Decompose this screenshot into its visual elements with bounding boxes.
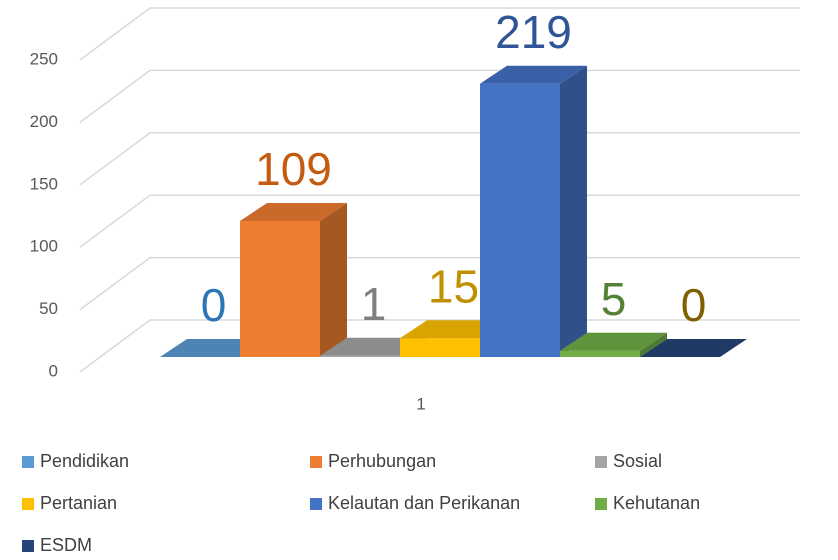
bar-top [240, 202, 347, 221]
legend-label: Sosial [613, 451, 662, 471]
y-tick-label: 250 [30, 49, 58, 68]
bar [400, 338, 480, 357]
bar-side [640, 332, 667, 357]
data-label: 0 [681, 279, 707, 331]
bar [320, 355, 400, 357]
legend-swatch [310, 498, 322, 510]
data-label: 15 [428, 260, 479, 312]
data-label: 109 [255, 143, 332, 195]
bar-top [480, 65, 587, 84]
y-tick-label: 50 [39, 299, 58, 318]
y-tick-label: 150 [30, 174, 58, 193]
grid-line [79, 194, 800, 248]
y-tick-label: 0 [49, 361, 58, 380]
legend-swatch [310, 456, 322, 468]
bar-top [560, 332, 667, 351]
y-tick-label: 200 [30, 112, 58, 131]
legend-label: Kelautan dan Perikanan [328, 493, 520, 513]
legend-swatch [22, 498, 34, 510]
x-tick-label: 1 [416, 394, 425, 413]
legend-label: ESDM [40, 535, 92, 555]
grid-line [79, 69, 800, 124]
legend-swatch [22, 540, 34, 552]
bar-side [320, 202, 347, 357]
grid-line [79, 7, 800, 61]
legend-label: Pendidikan [40, 451, 129, 471]
data-label: 0 [201, 279, 227, 331]
legend-label: Kehutanan [613, 493, 700, 513]
bar [240, 220, 320, 357]
legend-swatch [22, 456, 34, 468]
data-label: 1 [361, 278, 387, 330]
grid-line [79, 132, 800, 186]
legend-swatch [595, 498, 607, 510]
legend-swatch [595, 456, 607, 468]
legend-label: Perhubungan [328, 451, 436, 471]
bar [480, 83, 560, 358]
bar-side [560, 65, 587, 358]
data-label: 5 [601, 273, 627, 325]
bar [560, 350, 640, 357]
bar-top [640, 339, 747, 357]
legend-label: Pertanian [40, 493, 117, 513]
y-tick-label: 100 [30, 237, 58, 256]
data-label: 219 [495, 6, 572, 58]
